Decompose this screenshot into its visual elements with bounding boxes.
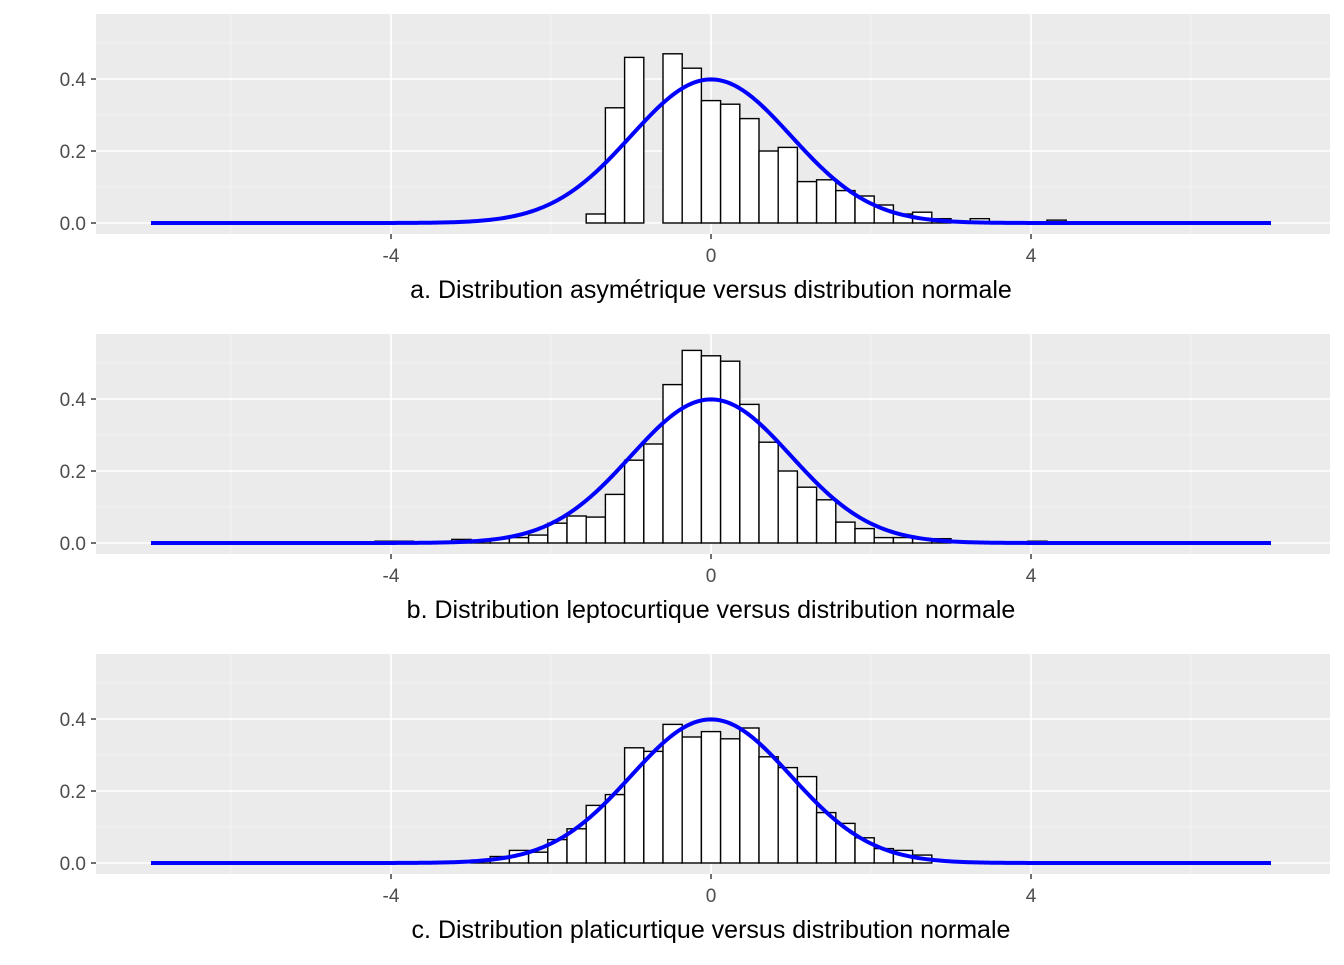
histogram-bar: [854, 527, 875, 544]
histogram-bar: [547, 522, 568, 544]
histogram-bar: [758, 150, 779, 224]
y-tick-label: 0.4: [60, 710, 87, 731]
chart-panel-1: 0.0 0.2 0.4 -4 0 4 b. Distribution leptocurtiq…: [60, 334, 1330, 624]
chart-panel-0: 0.0 0.2 0.4 -4 0 4 a. Distribution asymétrique…: [60, 14, 1330, 304]
x-tick-label: -4: [383, 246, 400, 267]
histogram-bar: [681, 736, 703, 864]
histogram-bar: [623, 459, 645, 544]
histogram-bar: [796, 486, 818, 544]
y-tick-label: 0.0: [60, 534, 86, 555]
histogram-bar: [835, 189, 856, 224]
histogram-bar: [527, 851, 549, 864]
histogram-bar: [719, 360, 741, 544]
histogram-bar: [815, 179, 837, 224]
histogram-bar: [777, 146, 799, 224]
histogram-bar: [739, 727, 760, 864]
histogram-bar: [566, 515, 587, 544]
x-tick-label: 4: [1026, 566, 1037, 587]
histogram-bar: [604, 107, 626, 224]
histogram-bar: [585, 516, 607, 544]
histogram-bar: [719, 738, 741, 864]
histogram-bar: [681, 349, 703, 544]
x-tick-label: 4: [1026, 246, 1037, 267]
histogram-bar: [796, 775, 818, 864]
histogram-bar: [662, 53, 683, 224]
y-tick-label: 0.2: [60, 462, 86, 483]
histogram-bar: [604, 793, 626, 864]
histogram-bar: [835, 521, 856, 544]
normal-density-curve: [151, 717, 1271, 865]
histogram-bars: [374, 349, 1048, 544]
histogram-bars: [470, 723, 933, 864]
y-tick-label: 0.4: [60, 70, 87, 91]
histogram-bar: [604, 493, 626, 544]
normal-density-curve: [151, 77, 1271, 225]
y-tick-label: 0.0: [60, 854, 86, 875]
chart-panel-2: 0.0 0.2 0.4 -4 0 4 c. Distribution platicurtiq…: [60, 654, 1330, 944]
y-tick-label: 0.0: [60, 214, 86, 235]
histogram-bar: [758, 756, 779, 864]
histogram-bar: [700, 355, 722, 544]
x-tick-label: -4: [383, 886, 400, 907]
histogram-bar: [739, 117, 760, 224]
panel-caption: c. Distribution platicurtique versus dis…: [412, 916, 1011, 944]
histogram-bar: [700, 99, 722, 224]
histogram-bar: [796, 180, 818, 224]
y-tick-label: 0.4: [60, 390, 87, 411]
histogram-bar: [739, 403, 760, 544]
histogram-bar: [700, 730, 722, 864]
y-tick-label: 0.2: [60, 782, 86, 803]
panel-caption: a. Distribution asymétrique versus distr…: [410, 276, 1012, 304]
histogram-bar: [815, 499, 837, 544]
histogram-bars: [585, 53, 1067, 224]
x-tick-label: 0: [706, 886, 717, 907]
histogram-bar: [662, 723, 683, 864]
histogram-bar: [873, 536, 895, 544]
histogram-bar: [758, 441, 779, 544]
histogram-bar: [719, 103, 741, 224]
histogram-bar: [777, 470, 799, 544]
histogram-bar: [681, 67, 703, 224]
x-tick-label: -4: [383, 566, 400, 587]
x-tick-label: 4: [1026, 886, 1037, 907]
histogram-bar: [643, 443, 664, 544]
panel-caption: b. Distribution leptocurtique versus dis…: [407, 596, 1016, 624]
histogram-bar: [643, 750, 664, 864]
normal-density-curve: [151, 397, 1271, 545]
y-tick-label: 0.2: [60, 142, 86, 163]
x-tick-label: 0: [706, 246, 717, 267]
histogram-bar: [585, 213, 607, 224]
x-tick-label: 0: [706, 566, 717, 587]
histogram-bar: [527, 534, 549, 544]
